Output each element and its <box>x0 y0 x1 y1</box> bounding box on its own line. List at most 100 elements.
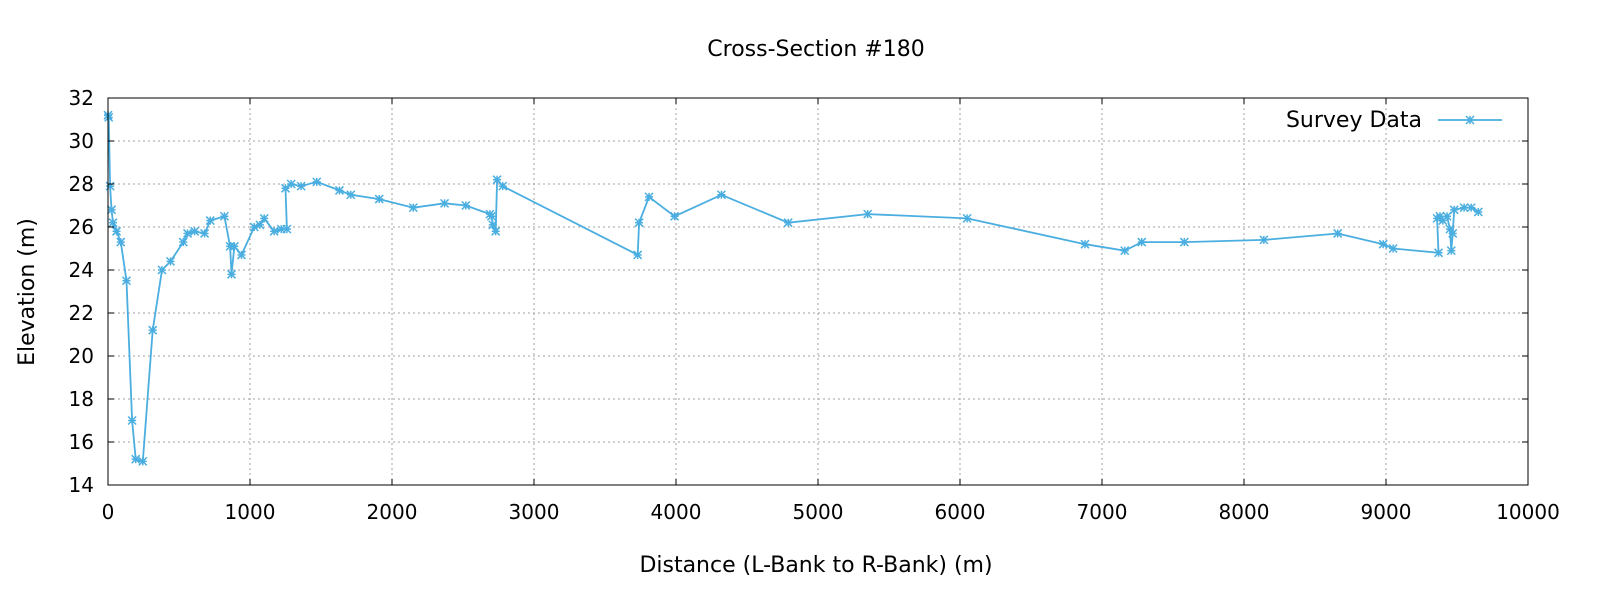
point-stroke <box>491 226 501 236</box>
x-tick-label: 6000 <box>935 500 986 524</box>
data-point <box>486 211 496 221</box>
data-point <box>190 226 200 236</box>
data-point <box>107 205 117 215</box>
point-stroke <box>633 250 643 260</box>
point-stroke <box>644 192 654 202</box>
data-point <box>131 454 141 464</box>
point-stroke <box>280 183 291 193</box>
data-point <box>440 198 450 208</box>
point-stroke <box>116 237 126 247</box>
data-point <box>783 218 793 228</box>
data-point <box>269 226 279 236</box>
point-stroke <box>282 224 292 234</box>
point-stroke <box>255 220 265 230</box>
data-point <box>229 241 239 251</box>
point-stroke <box>259 213 269 223</box>
point-stroke <box>1080 239 1090 249</box>
data-point <box>634 218 644 228</box>
data-point <box>346 190 356 200</box>
data-point <box>633 250 643 260</box>
x-tick-label: 10000 <box>1496 500 1560 524</box>
y-tick-label: 20 <box>69 344 94 368</box>
point-stroke <box>1442 211 1452 221</box>
point-stroke <box>1179 237 1189 247</box>
data-point <box>157 265 167 275</box>
point-stroke <box>131 454 141 464</box>
point-stroke <box>634 218 644 228</box>
data-point <box>1179 237 1189 247</box>
point-stroke <box>1473 207 1483 217</box>
data-point <box>1333 228 1343 238</box>
point-stroke <box>1446 246 1456 256</box>
data-point <box>1259 235 1269 245</box>
point-stroke <box>962 213 972 223</box>
point-stroke <box>1448 228 1458 238</box>
point-stroke <box>1259 235 1269 245</box>
point-stroke <box>107 205 117 215</box>
x-axis-label: Distance (L-Bank to R-Bank) (m) <box>639 553 992 578</box>
point-stroke <box>236 250 247 260</box>
grid <box>108 98 1528 485</box>
data-point <box>312 177 322 187</box>
data-point <box>1442 211 1452 221</box>
data-point <box>127 415 137 426</box>
point-stroke <box>863 209 873 219</box>
data-point <box>236 250 247 260</box>
point-stroke <box>127 415 137 426</box>
x-tick-label: 8000 <box>1219 500 1270 524</box>
point-stroke <box>1445 224 1455 234</box>
point-stroke <box>121 276 131 286</box>
data-point <box>962 213 972 223</box>
point-stroke <box>157 265 167 275</box>
series-line <box>107 114 1479 463</box>
point-stroke <box>488 220 498 230</box>
point-stroke <box>219 211 229 221</box>
data-point <box>1120 246 1130 256</box>
data-point <box>1449 205 1459 215</box>
point-stroke <box>670 211 680 221</box>
data-point <box>461 200 471 211</box>
y-tick-label: 24 <box>69 258 94 282</box>
legend: Survey Data <box>1286 108 1502 133</box>
point-stroke <box>138 456 148 466</box>
data-point <box>296 181 306 191</box>
data-point <box>148 325 158 335</box>
legend-marker <box>1465 115 1475 125</box>
point-stroke <box>269 226 279 236</box>
series-layer <box>103 110 1483 466</box>
data-point <box>1446 246 1456 256</box>
data-point <box>1388 243 1398 254</box>
data-point <box>1466 203 1476 213</box>
point-stroke <box>286 179 296 189</box>
x-tick-label: 9000 <box>1361 500 1412 524</box>
data-point <box>1473 207 1483 217</box>
data-point <box>1080 239 1090 249</box>
y-tick-label: 28 <box>69 172 94 196</box>
point-stroke <box>104 112 114 122</box>
y-tick-label: 26 <box>69 215 94 239</box>
point-stroke <box>105 181 115 191</box>
point-stroke <box>1333 228 1343 238</box>
data-point <box>105 181 115 191</box>
data-point <box>644 192 654 202</box>
y-tick-label: 22 <box>69 301 94 325</box>
data-point <box>280 183 291 193</box>
point-stroke <box>498 181 508 191</box>
data-point <box>1434 248 1444 258</box>
legend-marker-symbol <box>1465 115 1475 125</box>
data-point <box>282 224 292 234</box>
data-point <box>1448 228 1458 238</box>
data-point <box>121 276 131 286</box>
data-point <box>716 190 726 200</box>
point-stroke <box>334 185 344 195</box>
data-point <box>498 181 508 191</box>
point-stroke <box>1137 237 1147 247</box>
y-tick-label: 14 <box>69 473 94 497</box>
x-tick-label: 0 <box>102 500 115 524</box>
data-point <box>374 194 384 204</box>
point-stroke <box>227 269 237 279</box>
data-point <box>491 226 501 236</box>
data-point <box>165 256 176 266</box>
y-tick-label: 18 <box>69 387 94 411</box>
data-point <box>259 213 269 223</box>
